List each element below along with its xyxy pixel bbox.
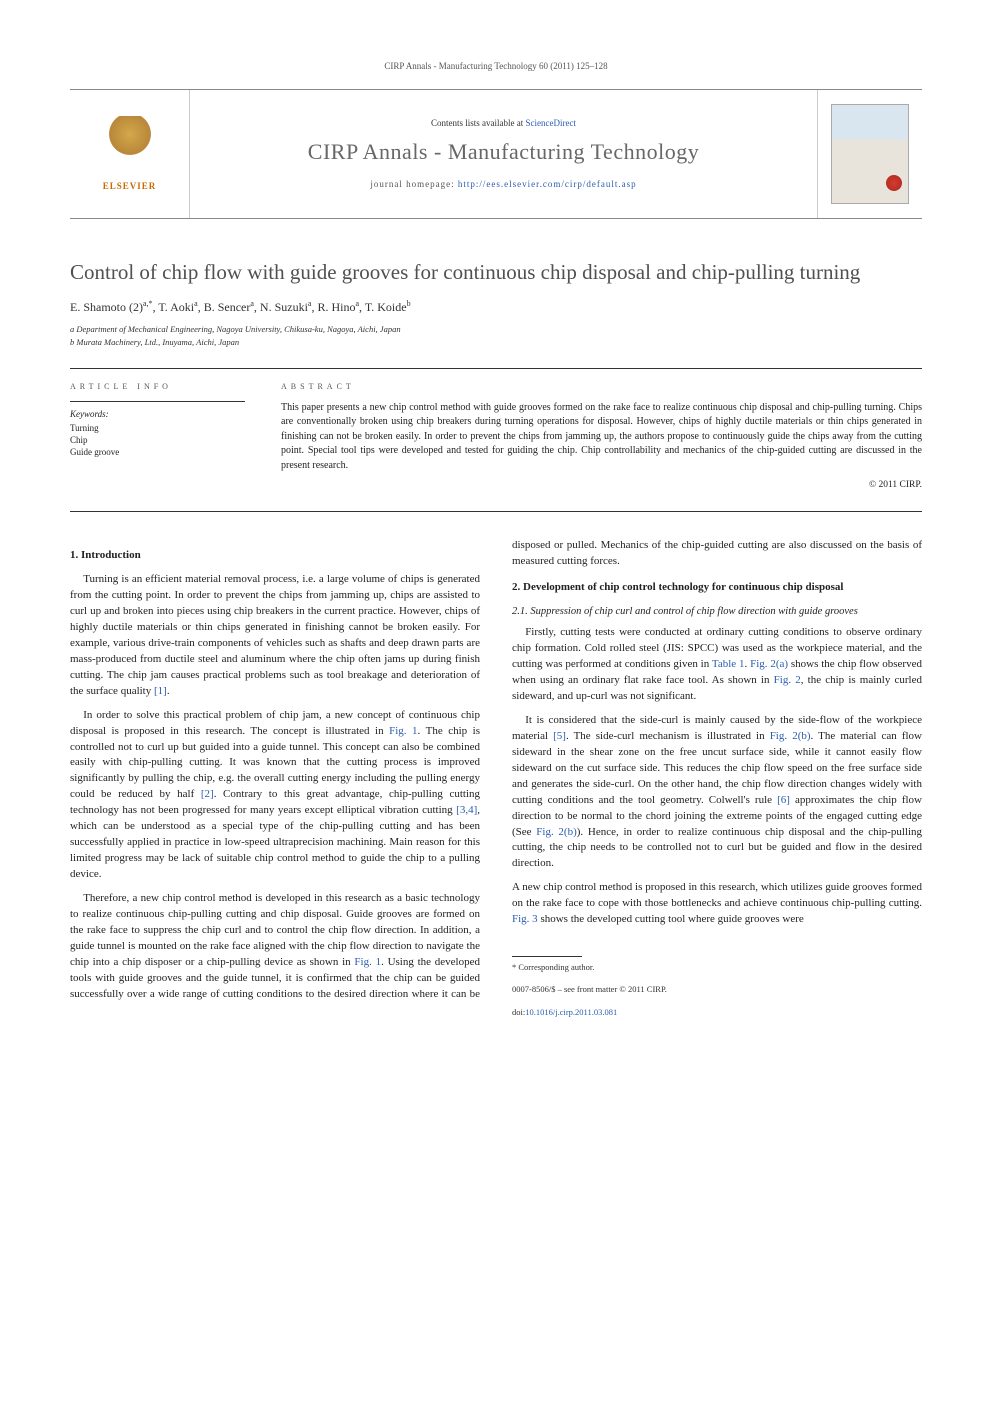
section-2-heading: 2. Development of chip control technolog… [512,580,922,596]
keyword-item: Turning [70,422,245,434]
body-paragraph: Turning is an efficient material removal… [70,572,480,700]
doi-link[interactable]: 10.1016/j.cirp.2011.03.081 [525,1007,617,1017]
affiliation-list: a Department of Mechanical Engineering, … [70,323,922,349]
homepage-prefix: journal homepage: [370,179,457,189]
table-link[interactable]: Table 1 [712,658,745,670]
sciencedirect-link[interactable]: ScienceDirect [526,118,576,128]
keyword-item: Chip [70,434,245,446]
elsevier-logo: ELSEVIER [85,104,175,204]
article-info-column: ARTICLE INFO Keywords: Turning Chip Guid… [70,381,245,493]
figure-link[interactable]: Fig. 2(a) [750,658,788,670]
article-title: Control of chip flow with guide grooves … [70,259,922,286]
citation-link[interactable]: [2] [201,788,214,800]
keyword-item: Guide groove [70,446,245,458]
abstract-text: This paper presents a new chip control m… [281,401,922,474]
info-inner-rule [70,401,245,402]
abstract-copyright: © 2011 CIRP. [281,479,922,493]
journal-homepage-line: journal homepage: http://ees.elsevier.co… [370,178,636,191]
info-abstract-row: ARTICLE INFO Keywords: Turning Chip Guid… [70,369,922,511]
doi-label: doi: [512,1007,525,1017]
body-paragraph: In order to solve this practical problem… [70,708,480,883]
cover-box [817,90,922,218]
keywords-head: Keywords: [70,408,245,421]
affiliation-a: a Department of Mechanical Engineering, … [70,323,922,335]
figure-link[interactable]: Fig. 2 [774,674,801,686]
citation-link[interactable]: [3,4] [456,804,477,816]
info-bottom-rule [70,511,922,512]
elsevier-tree-icon [100,116,160,176]
section-1-heading: 1. Introduction [70,548,480,564]
article-body: 1. Introduction Turning is an efficient … [70,538,922,1018]
figure-link[interactable]: Fig. 2(b) [536,826,576,838]
figure-link[interactable]: Fig. 2(b) [770,730,811,742]
running-head: CIRP Annals - Manufacturing Technology 6… [70,60,922,73]
figure-link[interactable]: Fig. 1 [389,725,417,737]
journal-title: CIRP Annals - Manufacturing Technology [308,136,699,168]
abstract-label: ABSTRACT [281,381,922,393]
figure-link[interactable]: Fig. 1 [354,956,381,968]
masthead-center: Contents lists available at ScienceDirec… [190,90,817,218]
doi-line: doi:10.1016/j.cirp.2011.03.081 [512,1006,922,1018]
page-footer: * Corresponding author. 0007-8506/$ – se… [512,956,922,1018]
author-list: E. Shamoto (2)a,*, T. Aokia, B. Sencera,… [70,298,922,316]
body-paragraph: A new chip control method is proposed in… [512,880,922,928]
body-paragraph: It is considered that the side-curl is m… [512,713,922,872]
figure-link[interactable]: Fig. 3 [512,913,538,925]
contents-prefix: Contents lists available at [431,118,525,128]
journal-masthead: ELSEVIER Contents lists available at Sci… [70,89,922,219]
citation-link[interactable]: [6] [777,794,790,806]
footnote-rule [512,956,582,957]
affiliation-b: b Murata Machinery, Ltd., Inuyama, Aichi… [70,336,922,348]
body-paragraph: Firstly, cutting tests were conducted at… [512,625,922,705]
corresponding-author-footnote: * Corresponding author. [512,961,922,973]
article-info-label: ARTICLE INFO [70,381,245,393]
front-matter-line: 0007-8506/$ – see front matter © 2011 CI… [512,983,922,995]
contents-line: Contents lists available at ScienceDirec… [431,117,576,130]
publisher-name: ELSEVIER [103,180,157,193]
journal-cover-thumbnail [831,104,909,204]
section-2-1-heading: 2.1. Suppression of chip curl and contro… [512,604,922,619]
citation-link[interactable]: [1] [154,685,167,697]
publisher-logo-box: ELSEVIER [70,90,190,218]
journal-homepage-link[interactable]: http://ees.elsevier.com/cirp/default.asp [458,179,637,189]
citation-link[interactable]: [5] [553,730,566,742]
abstract-column: ABSTRACT This paper presents a new chip … [281,381,922,493]
